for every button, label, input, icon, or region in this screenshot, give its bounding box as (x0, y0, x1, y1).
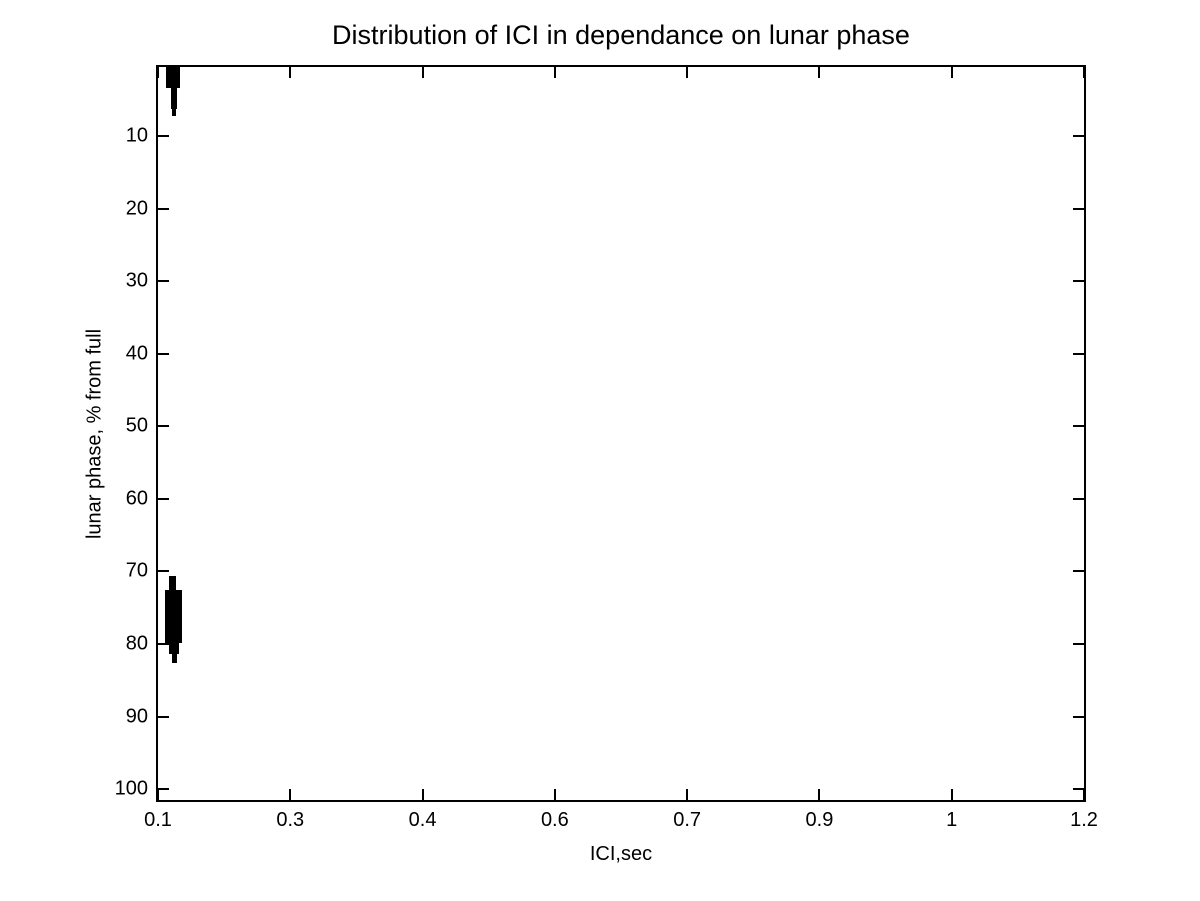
data-cluster-cluster-1 (165, 67, 180, 89)
y-tick-mark (158, 280, 169, 282)
y-tick-mark (158, 570, 169, 572)
x-tick-mark (951, 789, 953, 800)
y-tick-label: 80 (125, 632, 148, 655)
y-tick-mark-mirror (1073, 135, 1084, 137)
x-tick-mark-mirror (422, 67, 424, 78)
y-tick-label: 70 (125, 559, 148, 582)
y-tick-mark-mirror (1073, 208, 1084, 210)
y-tick-mark-mirror (1073, 280, 1084, 282)
data-cluster-cluster-2 (164, 589, 183, 643)
x-tick-mark-mirror (1083, 67, 1085, 78)
x-tick-label: 0.6 (540, 809, 569, 831)
x-tick-label: 0.1 (144, 809, 172, 831)
x-tick-mark (686, 789, 688, 800)
x-tick-mark-mirror (289, 67, 291, 78)
x-tick-label: 1 (946, 809, 958, 831)
y-tick-mark-mirror (1073, 498, 1084, 500)
y-tick-label: 60 (125, 487, 148, 510)
x-tick-label: 0.4 (408, 809, 437, 831)
x-tick-label: 1.2 (1070, 809, 1098, 831)
y-tick-mark-mirror (1073, 570, 1084, 572)
data-cluster-cluster-1 (172, 109, 176, 116)
y-tick-mark (158, 716, 169, 718)
x-tick-mark (554, 789, 556, 800)
x-tick-label: 0.3 (276, 809, 305, 831)
x-tick-mark (1083, 789, 1085, 800)
y-tick-label: 10 (125, 124, 148, 147)
x-tick-mark-mirror (686, 67, 688, 78)
x-tick-mark-mirror (818, 67, 820, 78)
y-tick-mark-mirror (1073, 643, 1084, 645)
data-cluster-cluster-2 (168, 642, 180, 655)
y-tick-mark (158, 498, 169, 500)
x-tick-label: 0.7 (673, 809, 702, 831)
y-tick-mark-mirror (1073, 425, 1084, 427)
y-tick-label: 100 (114, 777, 148, 800)
x-tick-mark-mirror (157, 67, 159, 78)
y-axis-label: lunar phase, % from full (83, 328, 106, 540)
y-tick-mark (158, 208, 169, 210)
y-tick-label: 90 (125, 705, 148, 728)
chart-title: Distribution of ICI in dependance on lun… (332, 20, 910, 50)
y-tick-label: 50 (125, 414, 148, 437)
data-cluster-cluster-2 (168, 575, 176, 590)
x-tick-mark (289, 789, 291, 800)
data-cluster-cluster-1 (170, 88, 178, 110)
y-tick-mark-mirror (1073, 353, 1084, 355)
y-tick-mark-mirror (1073, 716, 1084, 718)
y-tick-mark (158, 788, 169, 790)
y-tick-label: 20 (125, 197, 148, 220)
x-axis-label: ICI,sec (589, 843, 653, 865)
y-tick-mark (158, 353, 169, 355)
plot-area (156, 65, 1086, 802)
x-tick-label: 0.9 (805, 809, 834, 831)
y-tick-mark (158, 425, 169, 427)
x-tick-mark (818, 789, 820, 800)
y-tick-mark-mirror (1073, 788, 1084, 790)
data-cluster-cluster-2 (172, 654, 177, 663)
x-tick-mark (422, 789, 424, 800)
y-tick-mark (158, 135, 169, 137)
x-tick-mark-mirror (951, 67, 953, 78)
y-tick-label: 30 (125, 269, 148, 292)
x-tick-mark-mirror (554, 67, 556, 78)
y-tick-mark (158, 643, 169, 645)
y-tick-label: 40 (125, 342, 148, 365)
x-tick-mark (157, 789, 159, 800)
